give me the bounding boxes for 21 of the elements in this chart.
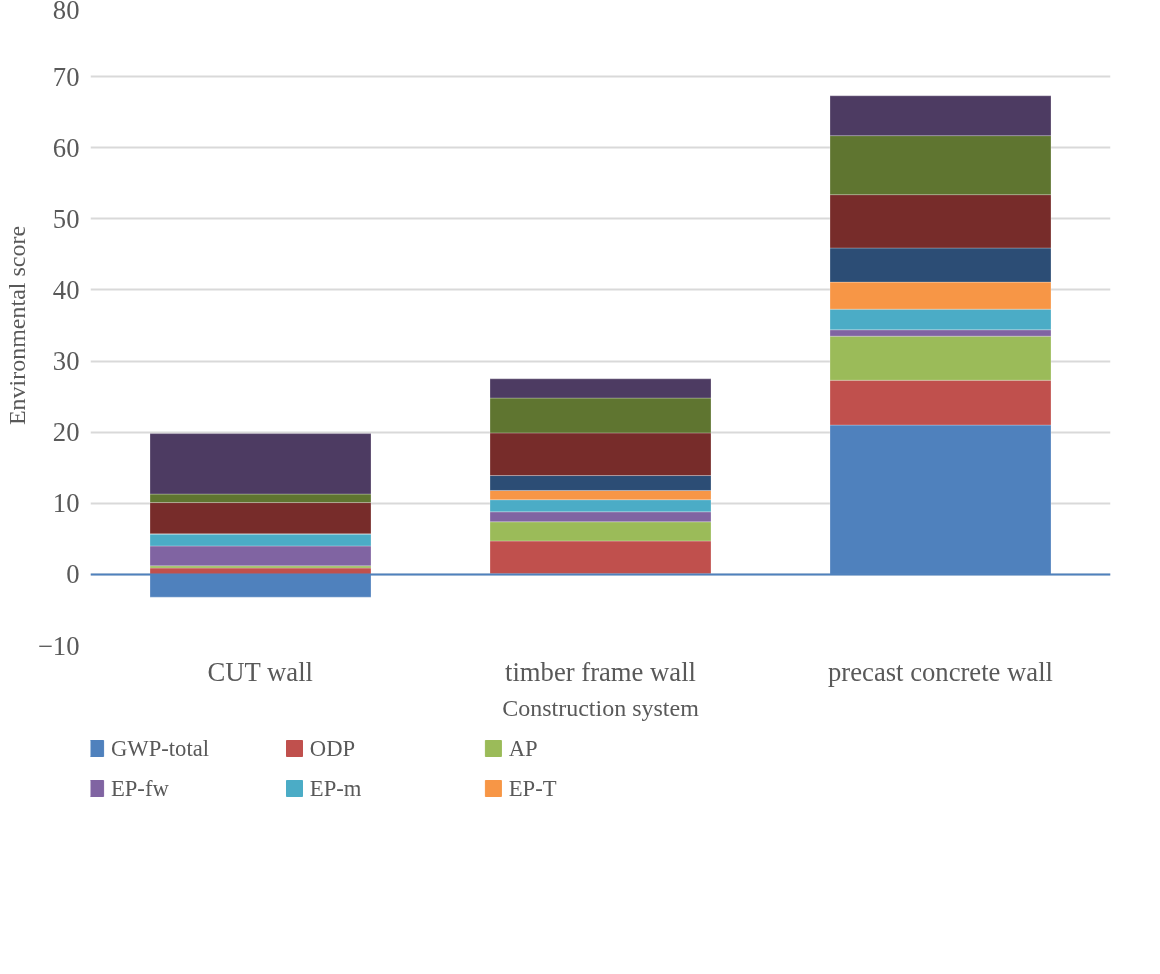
y-tick-label: 30 (52, 346, 80, 377)
x-tick-label: precast concrete wall (828, 656, 1053, 687)
y-tick-label: 70 (52, 61, 80, 92)
y-tick-label: 10 (52, 488, 80, 519)
x-tick-label: CUT wall (207, 656, 313, 687)
y-tick-label: 50 (52, 203, 80, 234)
y-tick-label: 20 (52, 417, 80, 448)
legend-label: EP-T (508, 776, 557, 801)
x-axis-title: Construction system (502, 694, 700, 721)
legend-label: EP-fw (110, 776, 170, 801)
y-tick-label: 40 (52, 274, 80, 305)
legend-label: AP (508, 736, 538, 761)
legend-label: GWP-total (110, 736, 210, 761)
x-tick-label: timber frame wall (505, 656, 696, 687)
legend-label: ODP (309, 736, 356, 761)
y-axis-title: Environmental score (3, 225, 30, 426)
y-tick-label: 60 (52, 132, 80, 163)
legend-label: EP-m (309, 776, 362, 801)
y-tick-label: 80 (52, 0, 80, 25)
y-tick-label: 0 (66, 559, 80, 590)
y-tick-label: −10 (37, 630, 80, 661)
